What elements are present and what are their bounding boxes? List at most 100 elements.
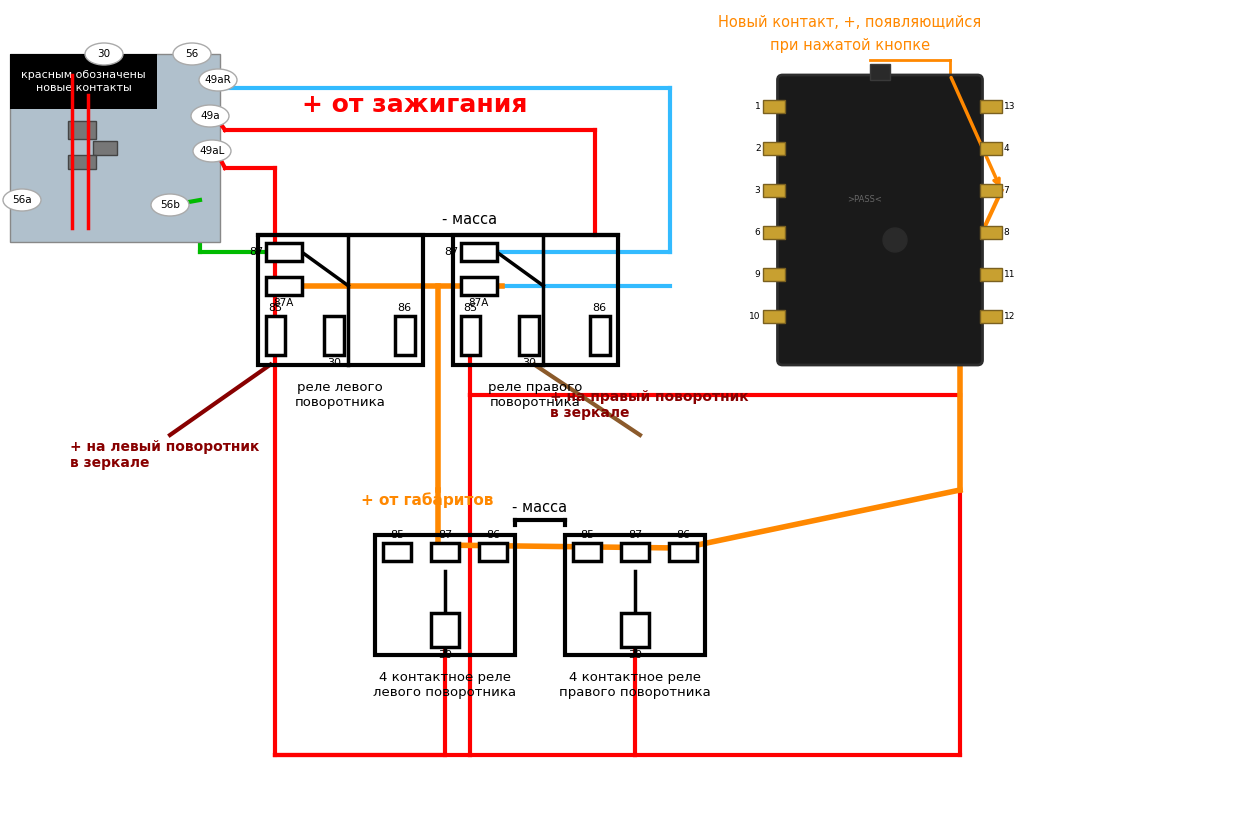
- Bar: [265, 243, 302, 261]
- Text: 12: 12: [1004, 312, 1015, 321]
- Ellipse shape: [199, 69, 236, 91]
- Bar: [375, 535, 515, 655]
- Bar: [763, 100, 785, 113]
- Bar: [979, 268, 1002, 281]
- Text: 13: 13: [1004, 102, 1015, 111]
- Text: 87: 87: [628, 530, 643, 540]
- Text: 87: 87: [438, 530, 452, 540]
- Ellipse shape: [193, 140, 232, 162]
- Bar: [669, 543, 697, 561]
- Bar: [258, 235, 422, 365]
- Text: 49a: 49a: [201, 111, 220, 121]
- Bar: [621, 613, 649, 647]
- Bar: [479, 543, 508, 561]
- Bar: [324, 315, 344, 354]
- Bar: [979, 100, 1002, 113]
- Ellipse shape: [151, 194, 189, 216]
- Text: 4 контактное реле
левого поворотника: 4 контактное реле левого поворотника: [374, 671, 516, 699]
- Text: 11: 11: [1004, 270, 1015, 279]
- Text: 2: 2: [755, 144, 760, 153]
- Text: 56a: 56a: [12, 195, 32, 205]
- Bar: [461, 276, 496, 295]
- Bar: [763, 226, 785, 239]
- Bar: [10, 54, 220, 242]
- Text: + от габаритов: + от габаритов: [361, 492, 494, 508]
- Text: 7: 7: [1004, 186, 1009, 195]
- Bar: [461, 243, 496, 261]
- Text: 9: 9: [755, 270, 760, 279]
- Text: 10: 10: [749, 312, 760, 321]
- Bar: [520, 315, 540, 354]
- Text: - масса: - масса: [442, 212, 498, 227]
- Text: 8: 8: [1004, 228, 1009, 237]
- Bar: [573, 543, 600, 561]
- Text: 30: 30: [438, 650, 452, 660]
- Bar: [979, 142, 1002, 155]
- Text: 4 контактное реле
правого поворотника: 4 контактное реле правого поворотника: [560, 671, 711, 699]
- Text: 87А: 87А: [274, 298, 293, 308]
- Text: 3: 3: [755, 186, 760, 195]
- Bar: [589, 315, 609, 354]
- Text: 85: 85: [463, 303, 478, 313]
- FancyBboxPatch shape: [777, 75, 983, 365]
- Text: 85: 85: [269, 303, 282, 313]
- Text: 86: 86: [676, 530, 690, 540]
- Text: реле правого
поворотника: реле правого поворотника: [488, 381, 582, 409]
- Text: 85: 85: [579, 530, 594, 540]
- Bar: [265, 276, 302, 295]
- Text: 87А: 87А: [468, 298, 489, 308]
- Text: 30: 30: [327, 358, 342, 368]
- Text: 56: 56: [186, 49, 198, 59]
- Bar: [265, 315, 285, 354]
- Text: + на левый поворотник
в зеркале: + на левый поворотник в зеркале: [71, 440, 260, 470]
- Bar: [763, 268, 785, 281]
- Bar: [68, 155, 97, 169]
- Circle shape: [883, 228, 907, 252]
- Text: 86: 86: [593, 303, 607, 313]
- Ellipse shape: [2, 189, 41, 211]
- Text: 87: 87: [444, 247, 458, 257]
- Text: 85: 85: [390, 530, 404, 540]
- Bar: [453, 235, 618, 365]
- Text: 30: 30: [522, 358, 536, 368]
- Bar: [979, 184, 1002, 197]
- Bar: [763, 184, 785, 197]
- Bar: [431, 543, 459, 561]
- Text: Новый контакт, +, появляющийся: Новый контакт, +, появляющийся: [718, 15, 982, 30]
- Text: + от зажигания: + от зажигания: [302, 93, 527, 117]
- Text: реле левого
поворотника: реле левого поворотника: [295, 381, 385, 409]
- Ellipse shape: [85, 43, 123, 65]
- Bar: [93, 141, 118, 155]
- Bar: [870, 64, 890, 80]
- Text: 30: 30: [98, 49, 110, 59]
- Text: 86: 86: [397, 303, 412, 313]
- Bar: [763, 310, 785, 323]
- Text: 87: 87: [249, 247, 264, 257]
- Text: 4: 4: [1004, 144, 1009, 153]
- Bar: [461, 315, 480, 354]
- Text: + на правый поворотник
в зеркале: + на правый поворотник в зеркале: [550, 390, 749, 420]
- Bar: [979, 226, 1002, 239]
- Ellipse shape: [173, 43, 210, 65]
- Text: красным обозначены
новые контакты: красным обозначены новые контакты: [21, 70, 146, 93]
- Bar: [565, 535, 704, 655]
- Bar: [431, 613, 459, 647]
- Text: 86: 86: [487, 530, 500, 540]
- Bar: [621, 543, 649, 561]
- Bar: [68, 121, 97, 139]
- Text: 56b: 56b: [160, 200, 180, 210]
- Bar: [383, 543, 411, 561]
- Bar: [10, 54, 157, 109]
- Text: 6: 6: [755, 228, 760, 237]
- Text: 49aL: 49aL: [199, 146, 224, 156]
- Bar: [979, 310, 1002, 323]
- Text: при нажатой кнопке: при нажатой кнопке: [770, 38, 930, 53]
- Bar: [395, 315, 415, 354]
- Text: 49aR: 49aR: [204, 75, 232, 85]
- Bar: [763, 142, 785, 155]
- Text: >PASS<: >PASS<: [848, 196, 883, 205]
- Ellipse shape: [191, 105, 229, 127]
- Text: 30: 30: [628, 650, 643, 660]
- Text: 1: 1: [755, 102, 760, 111]
- Text: - масса: - масса: [513, 500, 567, 515]
